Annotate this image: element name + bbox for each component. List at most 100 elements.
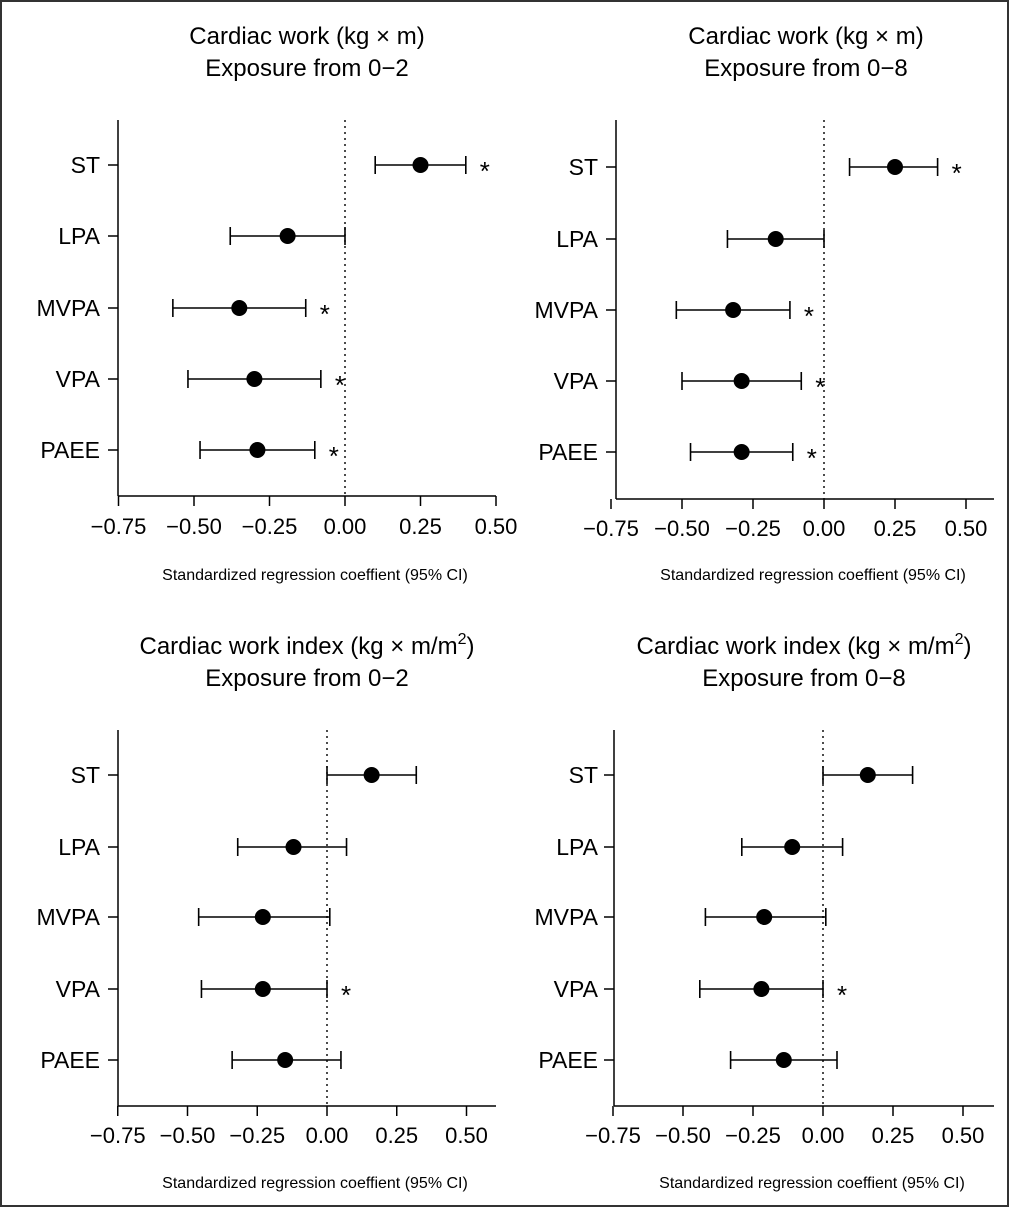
chart-subtitle: Exposure from 0−2: [205, 665, 408, 692]
estimate-point: [733, 373, 750, 389]
x-tick-label: 0.50: [942, 1123, 985, 1148]
chart-title-superscript: 2: [458, 631, 467, 648]
estimate-point: [285, 839, 302, 855]
chart-subtitle: Exposure from 0−8: [704, 55, 907, 82]
row-vpa: VPA *: [554, 368, 826, 402]
estimate-point: [725, 302, 742, 318]
significance-star: *: [807, 443, 817, 473]
estimate-point: [363, 767, 380, 783]
category-label: PAEE: [40, 437, 100, 463]
axes: [117, 730, 496, 1107]
x-tick-label: 0.25: [399, 514, 442, 539]
category-label: MVPA: [37, 904, 101, 930]
estimate-point: [412, 157, 429, 173]
chart-title-tail: ): [467, 633, 475, 660]
chart-title-superscript: 2: [955, 631, 964, 648]
category-label: PAEE: [538, 1047, 598, 1073]
x-tick-label: 0.00: [306, 1123, 349, 1148]
significance-star: *: [335, 370, 345, 400]
chart-title: Cardiac work index (kg × m/m2): [140, 631, 475, 660]
category-label: LPA: [58, 223, 100, 249]
row-vpa: VPA *: [56, 366, 345, 400]
category-label: VPA: [56, 366, 101, 392]
x-tick-label: 0.00: [802, 1123, 845, 1148]
x-tick-label: 0.25: [375, 1123, 418, 1148]
row-paee: PAEE *: [538, 439, 817, 473]
significance-star: *: [480, 156, 490, 186]
row-mvpa: MVPA *: [535, 297, 815, 331]
estimate-point: [887, 159, 903, 175]
x-tick-label: 0.00: [803, 516, 846, 541]
estimate-point: [279, 228, 296, 244]
x-tick-label: −0.50: [166, 514, 222, 539]
row-lpa: LPA: [556, 834, 844, 860]
forest-panel-2: Cardiac work (kg × m) Exposure from 0−8 −0…: [535, 23, 994, 584]
row-mvpa: MVPA *: [37, 295, 330, 329]
significance-star: *: [815, 372, 825, 402]
chart-title: Cardiac work index (kg × m/m2): [637, 631, 972, 660]
x-axis-label: Standardized regression coeffient (95% C…: [162, 1175, 468, 1192]
x-tick-label: 0.50: [945, 516, 988, 541]
x-tick-label: −0.75: [585, 1123, 641, 1148]
category-label: VPA: [554, 368, 599, 394]
x-tick-label: −0.50: [655, 1123, 711, 1148]
x-tick-label: −0.75: [583, 516, 639, 541]
significance-star: *: [804, 301, 814, 331]
x-tick-label: −0.75: [90, 1123, 146, 1148]
significance-star: *: [341, 980, 351, 1010]
category-label: VPA: [56, 976, 101, 1002]
row-lpa: LPA: [556, 226, 825, 252]
estimate-point: [859, 767, 876, 783]
category-label: ST: [71, 762, 100, 788]
row-mvpa: MVPA: [535, 904, 827, 930]
forest-panel-4: Cardiac work index (kg × m/m2) Exposure f…: [535, 631, 994, 1192]
estimate-point: [246, 371, 263, 387]
estimate-point: [254, 981, 271, 997]
estimate-point: [277, 1052, 294, 1068]
chart-title: Cardiac work (kg × m): [688, 23, 923, 50]
significance-star: *: [320, 299, 330, 329]
x-axis-label: Standardized regression coeffient (95% C…: [660, 567, 966, 584]
category-label: PAEE: [538, 439, 598, 465]
row-paee: PAEE: [40, 1047, 342, 1073]
row-paee: PAEE: [538, 1047, 838, 1073]
chart-title: Cardiac work (kg × m): [189, 23, 424, 50]
category-label: ST: [71, 152, 100, 178]
significance-star: *: [952, 158, 962, 188]
axes: [613, 730, 994, 1107]
estimate-point: [733, 444, 750, 460]
category-label: MVPA: [37, 295, 101, 321]
x-tick-label: −0.75: [91, 514, 147, 539]
x-tick-label: −0.50: [654, 516, 710, 541]
chart-title-text: Cardiac work (kg × m): [189, 23, 424, 50]
chart-subtitle: Exposure from 0−8: [702, 665, 905, 692]
category-label: ST: [569, 154, 598, 180]
chart-title-text: Cardiac work index (kg × m/m: [140, 633, 458, 660]
x-axis-label: Standardized regression coeffient (95% C…: [659, 1175, 965, 1192]
category-label: VPA: [554, 976, 599, 1002]
row-st: ST: [569, 762, 914, 788]
x-tick-label: 0.00: [324, 514, 367, 539]
row-vpa: VPA *: [554, 976, 847, 1010]
estimate-point: [254, 909, 271, 925]
x-tick-label: −0.50: [160, 1123, 216, 1148]
category-label: LPA: [556, 834, 598, 860]
estimate-point: [753, 981, 770, 997]
x-tick-label: 0.25: [872, 1123, 915, 1148]
row-st: ST: [71, 762, 418, 788]
estimate-point: [231, 300, 248, 316]
estimate-point: [756, 909, 773, 925]
x-tick-label: 0.25: [874, 516, 917, 541]
chart-subtitle: Exposure from 0−2: [205, 55, 408, 82]
x-tick-label: −0.25: [242, 514, 298, 539]
category-label: ST: [569, 762, 598, 788]
x-tick-label: −0.25: [725, 1123, 781, 1148]
row-lpa: LPA: [58, 834, 348, 860]
category-label: MVPA: [535, 297, 599, 323]
estimate-point: [775, 1052, 792, 1068]
chart-title-text: Cardiac work index (kg × m/m: [637, 633, 955, 660]
forest-panel-1: Cardiac work (kg × m) Exposure from 0−2 −0…: [37, 23, 518, 584]
significance-star: *: [329, 441, 339, 471]
x-tick-label: 0.50: [475, 514, 518, 539]
